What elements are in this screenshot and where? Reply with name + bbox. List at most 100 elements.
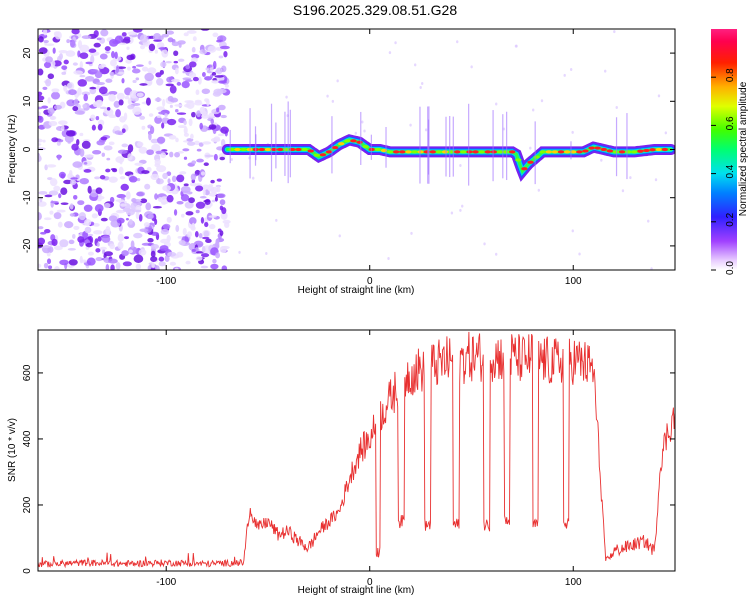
spectrogram-noise-blob: [183, 32, 189, 37]
spectrogram-speckle: [654, 178, 658, 182]
spectrogram-noise-blob: [72, 62, 78, 66]
spectrogram-noise-blob: [48, 120, 58, 127]
spectrogram-speckle: [354, 131, 358, 135]
spectrogram-noise-blob: [79, 61, 83, 69]
spectrogram-noise-blob: [97, 123, 103, 131]
spectrogram-track-hotspot: [624, 150, 632, 154]
spectrogram-noise-blob: [179, 171, 187, 175]
spectrogram-noise-blob: [113, 125, 121, 132]
spectrogram-track-hotspot: [545, 150, 553, 154]
spectrogram-noise-blob: [38, 68, 44, 76]
spectrogram-noise-blob: [72, 105, 79, 112]
spectrogram-track-hotspot: [576, 150, 583, 154]
spectrogram-speckle: [578, 252, 581, 256]
spectrogram-noise-blob: [202, 184, 210, 190]
spectrogram-noise-blob: [79, 52, 89, 59]
spectrogram-noise-blob: [52, 47, 56, 54]
spectrogram-noise-blob: [195, 256, 203, 261]
spectrogram-track-hotspot: [441, 150, 449, 154]
snr-y-tick-label: 600: [22, 364, 33, 381]
spectrogram-speckle: [265, 252, 268, 256]
spectrogram-noise-blob: [200, 253, 210, 258]
spectrogram-noise-blob: [174, 152, 180, 158]
spectrogram-track-hotspot: [594, 146, 601, 150]
spectrogram-track-hotspot: [533, 155, 540, 159]
colorbar-tick-label: 0.0: [725, 261, 736, 275]
spectrogram-noise-blob: [90, 114, 96, 121]
spectrogram-noise-blob: [66, 82, 73, 89]
spectrogram-noise-blob: [83, 169, 92, 173]
spectrogram-noise-blob: [54, 31, 62, 40]
spectrogram-noise-blob: [118, 42, 127, 46]
spectrogram-speckle: [664, 131, 668, 135]
spectrogram-noise-blob: [145, 202, 152, 211]
spectrogram-noise-blob: [211, 71, 217, 76]
spectrogram-noise-blob: [216, 186, 221, 193]
spectrogram-track-hotspot: [240, 147, 247, 152]
spectrogram-noise-blob: [204, 222, 209, 228]
spectrogram-noise-blob: [113, 100, 121, 108]
spectrogram-noise-blob: [64, 134, 74, 143]
spectrogram-noise-blob: [167, 251, 177, 257]
spectrogram-noise-blob: [121, 78, 125, 84]
spectrogram-track-hotspot: [606, 149, 614, 153]
spectrogram-speckle: [540, 99, 544, 103]
spectrogram-noise-blob: [79, 255, 83, 264]
spectrogram-noise-blob: [115, 65, 120, 73]
spectrogram-noise-blob: [201, 88, 211, 95]
spectrogram-noise-blob: [132, 29, 143, 33]
spectrogram-speckle: [326, 94, 329, 98]
spectrogram-noise-blob: [73, 194, 78, 200]
snr-panel: -100 0 100 0 200 400 600 Height of straight l…: [7, 329, 676, 596]
spectrogram-noise-blob: [219, 156, 226, 161]
spectrogram-noise-blob: [138, 214, 143, 222]
spectrogram-noise-blob: [39, 197, 43, 203]
spectrogram-track-hotspot: [582, 149, 589, 153]
spectrogram-noise-blob: [38, 91, 43, 96]
spectrogram-noise-blob: [136, 141, 144, 147]
spectrogram-track-hotspot: [325, 150, 333, 154]
spectrogram-noise-blob: [183, 126, 188, 135]
spectrogram-noise-blob: [169, 261, 177, 266]
spectrogram-noise-blob: [164, 255, 170, 263]
spectrogram-noise-blob: [63, 179, 72, 185]
snr-x-ticks: -100 0 100: [156, 330, 582, 588]
snr-x-label: Height of straight line (km): [298, 585, 415, 596]
spectrogram-y-label: Frequency (Hz): [7, 115, 18, 184]
spectrogram-noise-blob: [132, 102, 141, 106]
spectrogram-track-hotspot: [338, 142, 345, 146]
spectrogram-noise-blob: [162, 223, 171, 230]
spectrogram-track-hotspot: [551, 150, 559, 154]
spectrogram-noise-blob: [103, 202, 111, 209]
spectrogram-noise-blob: [38, 190, 48, 195]
spectrogram-noise-blob: [60, 187, 68, 196]
spectrogram-noise-blob: [66, 39, 71, 44]
spectrogram-noise-blob: [43, 61, 52, 69]
spectrogram-noise-blob: [219, 45, 230, 50]
spectrogram-noise-blob: [58, 193, 62, 199]
spectrogram-track-hotspot: [295, 147, 302, 152]
spectrogram-noise-blob: [83, 218, 92, 227]
spectrogram-speckle: [230, 157, 233, 161]
spectrogram-speckle: [647, 219, 650, 223]
spectrogram-noise-blob: [69, 170, 73, 176]
spectrogram-noise-blob: [44, 194, 53, 198]
spectrogram-noise-blob: [86, 257, 96, 266]
spectrogram-noise-blob: [222, 219, 231, 224]
spectrogram-noise-blob: [144, 183, 151, 190]
spectrogram-noise-blob: [202, 236, 210, 240]
spectrogram-noise-blob: [177, 150, 184, 154]
spectrogram-noise-blob: [176, 251, 184, 258]
spectrogram-noise-blob: [42, 139, 46, 143]
spectrogram-noise-blob: [169, 104, 173, 108]
spectrogram-noise-blob: [38, 153, 41, 162]
spectrogram-noise-blob: [195, 251, 205, 254]
spectrogram-speckle: [285, 95, 288, 99]
figure-title: S196.2025.329.08.51.G28: [292, 2, 458, 18]
spectrogram-noise-blob: [183, 132, 189, 137]
spectrogram-noise-blob: [166, 216, 172, 223]
spectrogram-noise-blob: [99, 67, 110, 75]
spectrogram-noise-blob: [48, 190, 59, 196]
spectrogram-noise-blob: [97, 236, 102, 242]
spectrogram-noise-blob: [104, 46, 111, 52]
